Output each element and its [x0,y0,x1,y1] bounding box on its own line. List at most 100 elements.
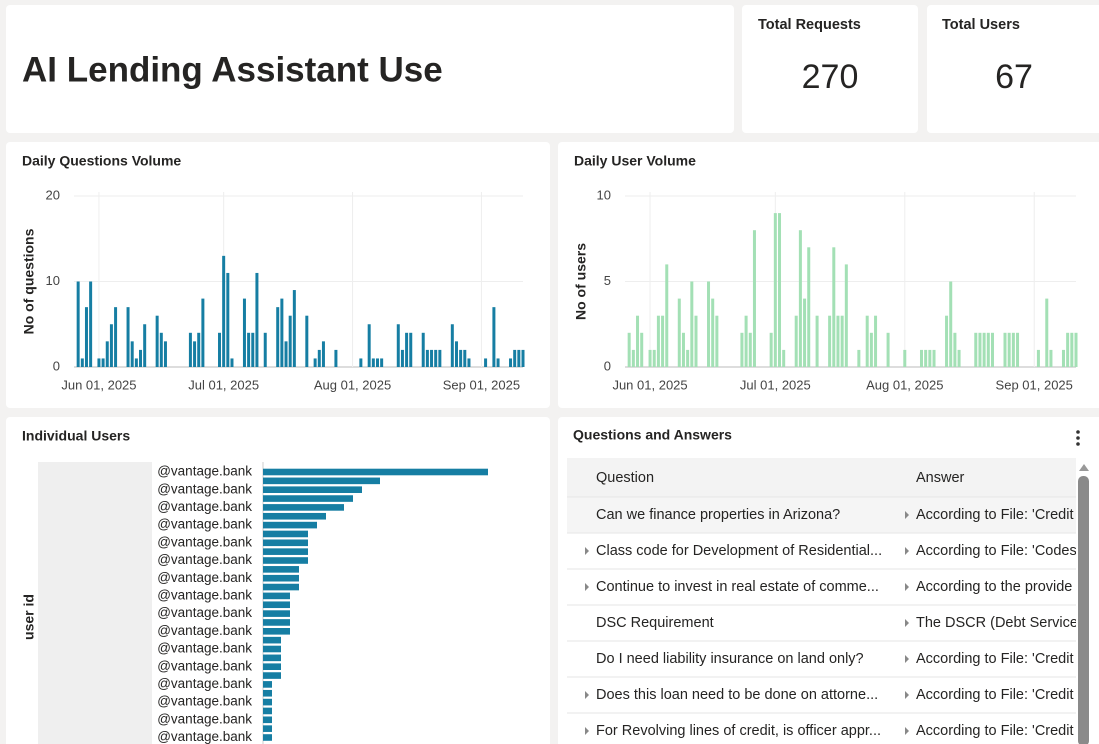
bar [396,324,400,367]
bar [421,332,425,367]
question-cell: For Revolving lines of credit, is office… [596,723,881,739]
bar [748,332,752,367]
bar [803,298,807,367]
bar [690,281,694,367]
bar [263,495,353,502]
bar [84,307,88,367]
bar [744,315,748,367]
bar [1066,332,1070,367]
bar [1007,332,1011,367]
bar [677,298,681,367]
answer-cell: The DSCR (Debt Service [916,615,1078,631]
bar [222,255,226,367]
bar [197,332,201,367]
chart-panel [6,142,550,408]
bar [434,349,438,367]
question-cell: Continue to invest in real estate of com… [596,579,879,595]
bar [263,566,299,573]
bar [778,213,782,367]
y-tick-label: @vantage.bank [157,729,252,744]
bar [840,315,844,367]
question-cell: Class code for Development of Residentia… [596,543,882,559]
expand-icon[interactable] [905,583,909,591]
bar [263,332,267,367]
bar [463,349,467,367]
expand-icon[interactable] [585,583,589,591]
bar [155,315,159,367]
menu-icon[interactable] [1076,430,1080,446]
bar [869,332,873,367]
expand-icon[interactable] [905,727,909,735]
bar [242,298,246,367]
bar [661,315,665,367]
bar [263,628,290,635]
bar [263,725,272,732]
column-header[interactable]: Answer [916,470,965,486]
bar [686,349,690,367]
bar [1070,332,1074,367]
bar [903,349,907,367]
bar [263,610,290,617]
bar [263,486,362,493]
bar [782,349,786,367]
expand-icon[interactable] [585,691,589,699]
bar [334,349,338,367]
bar [459,349,463,367]
question-cell: Can we finance properties in Arizona? [596,507,840,523]
scrollbar[interactable] [1078,476,1089,744]
bar [454,341,458,367]
x-tick-label: Aug 01, 2025 [314,377,391,392]
bar [438,349,442,367]
y-tick-label: 20 [46,187,60,202]
expand-icon[interactable] [905,655,909,663]
bar [496,358,500,367]
bar [313,358,317,367]
y-tick-label: 10 [597,187,611,202]
bar [1036,349,1040,367]
expand-icon[interactable] [585,547,589,555]
y-tick-label: @vantage.bank [157,570,252,585]
bar [255,272,259,367]
bar [773,213,777,367]
expand-icon[interactable] [905,511,909,519]
bar [1074,332,1078,367]
bar [134,358,138,367]
bar [409,332,413,367]
bar [450,324,454,367]
bar [263,504,344,511]
bar [263,468,488,476]
scroll-up[interactable] [1079,464,1089,471]
kpi-label: Total Users [942,17,1020,33]
bar [263,707,272,715]
expand-icon[interactable] [905,619,909,627]
y-axis-title: No of questions [21,228,37,334]
bar [425,349,429,367]
bar [101,358,105,367]
bar [1049,349,1053,367]
bar [89,281,93,367]
bar [769,332,773,367]
bar [263,548,308,555]
bar [886,332,890,367]
expand-icon[interactable] [905,691,909,699]
expand-icon[interactable] [585,727,589,735]
bar [276,307,280,367]
chart-title: Daily User Volume [574,153,696,169]
answer-cell: According to File: 'Codes [916,543,1077,559]
bar [430,349,434,367]
bar [521,349,525,367]
bar [367,324,371,367]
column-header[interactable]: Question [596,470,654,486]
question-cell: DSC Requirement [596,615,714,631]
bar [263,681,272,688]
y-tick-label: @vantage.bank [157,658,252,673]
bar [740,332,744,367]
expand-icon[interactable] [905,547,909,555]
bar [263,645,281,653]
bar [130,341,134,367]
bar [284,341,288,367]
kpi-value: 67 [995,58,1033,96]
x-tick-label: Aug 01, 2025 [866,377,943,392]
bar [359,358,363,367]
